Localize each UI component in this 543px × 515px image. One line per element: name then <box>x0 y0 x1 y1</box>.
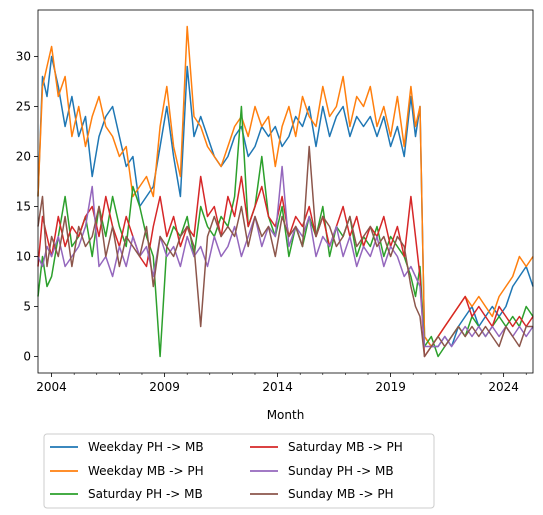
series-line-3 <box>37 105 534 358</box>
legend-label: Weekday MB -> PH <box>88 464 204 478</box>
legend-item-6: Sunday MB -> PH <box>250 487 394 501</box>
legend-label: Sunday MB -> PH <box>288 487 394 501</box>
x-tick-label: 2014 <box>262 380 293 394</box>
x-tick-label: 2019 <box>375 380 406 394</box>
series-line-6 <box>37 145 533 358</box>
legend-label: Sunday PH -> MB <box>288 464 394 478</box>
legend-item-2: Weekday MB -> PH <box>50 464 204 478</box>
y-tick-label: 30 <box>16 50 31 64</box>
x-axis: 2004 2009 2014 2019 2024 <box>36 373 527 394</box>
legend-item-1: Weekday PH -> MB <box>50 440 204 454</box>
series-line-2 <box>37 25 534 348</box>
legend-label: Weekday PH -> MB <box>88 440 204 454</box>
series-lines <box>37 25 534 358</box>
plot-area-frame <box>37 9 534 374</box>
y-tick-label: 10 <box>16 250 31 264</box>
y-tick-label: 15 <box>16 200 31 214</box>
y-tick-label: 0 <box>23 350 31 364</box>
y-tick-label: 5 <box>23 300 31 314</box>
series-line-5 <box>37 165 534 348</box>
legend-item-5: Sunday PH -> MB <box>250 464 394 478</box>
legend-label: Saturday PH -> MB <box>88 487 203 501</box>
x-tick-label: 2009 <box>149 380 180 394</box>
legend-item-3: Saturday PH -> MB <box>50 487 203 501</box>
x-axis-label: Month <box>267 408 305 422</box>
y-tick-label: 25 <box>16 100 31 114</box>
legend-label: Saturday MB -> PH <box>288 440 403 454</box>
legend-item-4: Saturday MB -> PH <box>250 440 403 454</box>
legend-box <box>43 433 435 509</box>
legend: Weekday PH -> MB Weekday MB -> PH Saturday… <box>43 433 435 509</box>
y-axis: 0 5 10 15 20 25 30 <box>16 50 38 364</box>
x-tick-label: 2004 <box>36 380 67 394</box>
series-line-4 <box>37 175 534 358</box>
y-tick-label: 20 <box>16 150 31 164</box>
x-tick-label: 2024 <box>488 380 519 394</box>
